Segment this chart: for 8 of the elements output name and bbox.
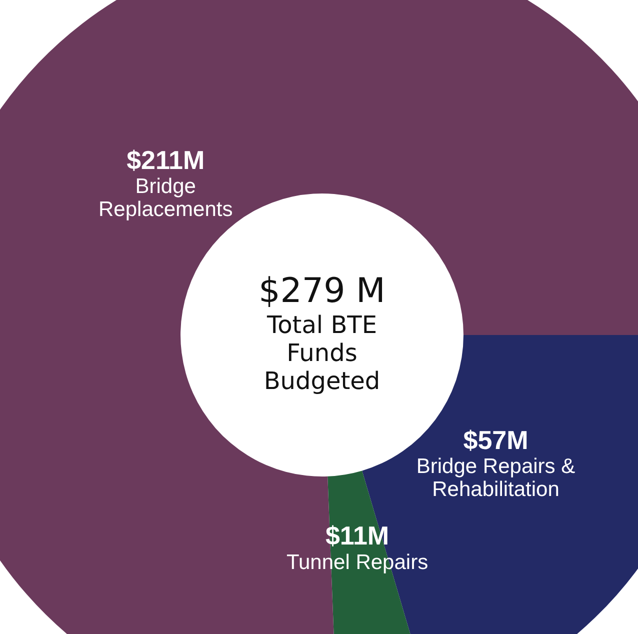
slice-label: Tunnel Repairs (286, 550, 428, 574)
slice-label: Bridge Repairs & Rehabilitation (416, 455, 576, 502)
slice-label: Bridge Replacements (98, 174, 233, 221)
data-label: $11M (325, 520, 390, 551)
text: Total BTE Funds Budgeted (264, 311, 380, 396)
data-label: $211M (126, 144, 205, 175)
text: $279 M (258, 270, 386, 311)
data-label: $57M (463, 425, 528, 456)
